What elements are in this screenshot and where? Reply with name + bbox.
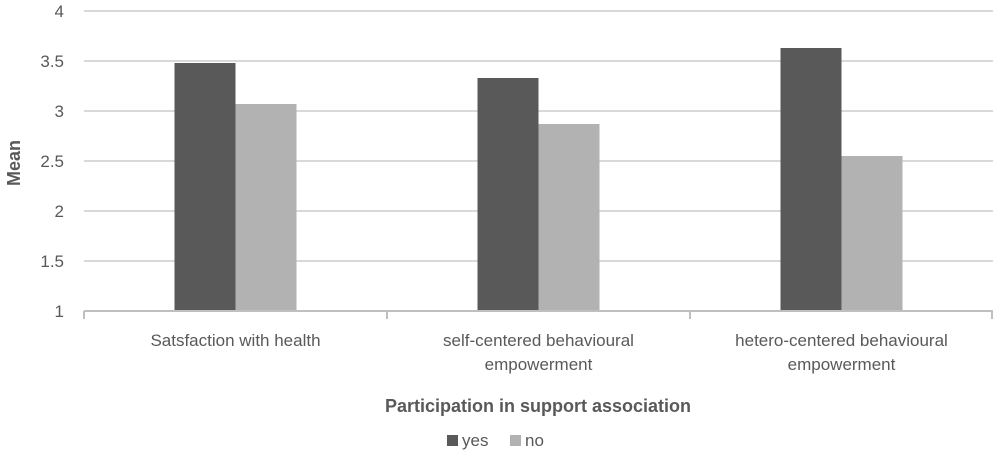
category-label: hetero-centered behavioural — [735, 331, 948, 350]
category-label: self-centered behavioural — [443, 331, 634, 350]
category-label: empowerment — [788, 355, 896, 374]
y-tick-label: 1.5 — [40, 252, 64, 271]
bar-no — [538, 124, 600, 311]
y-tick-label: 3 — [55, 102, 64, 121]
legend-swatch-yes — [447, 435, 458, 446]
legend-label-no: no — [525, 431, 544, 450]
bar-no — [841, 156, 903, 311]
category-labels: Satsfaction with health self-centered beh… — [150, 331, 947, 374]
x-axis — [83, 310, 993, 319]
bar-yes — [780, 48, 842, 311]
bar-yes — [174, 63, 236, 311]
legend-swatch-no — [510, 435, 521, 446]
bar-no — [235, 104, 297, 311]
category-label: Satsfaction with health — [150, 331, 320, 350]
y-axis-title: Mean — [4, 140, 24, 186]
x-axis-title: Participation in support association — [385, 396, 691, 416]
category-label: empowerment — [485, 355, 593, 374]
legend: yes no — [447, 431, 544, 450]
legend-label-yes: yes — [462, 431, 488, 450]
y-tick-label: 2.5 — [40, 152, 64, 171]
y-tick-label: 4 — [55, 2, 64, 21]
y-tick-label: 1 — [55, 302, 64, 321]
bars — [174, 48, 903, 311]
bar-yes — [477, 78, 539, 311]
y-tick-label: 3.5 — [40, 52, 64, 71]
y-tick-labels: 1 1.5 2 2.5 3 3.5 4 — [40, 2, 64, 321]
y-tick-label: 2 — [55, 202, 64, 221]
